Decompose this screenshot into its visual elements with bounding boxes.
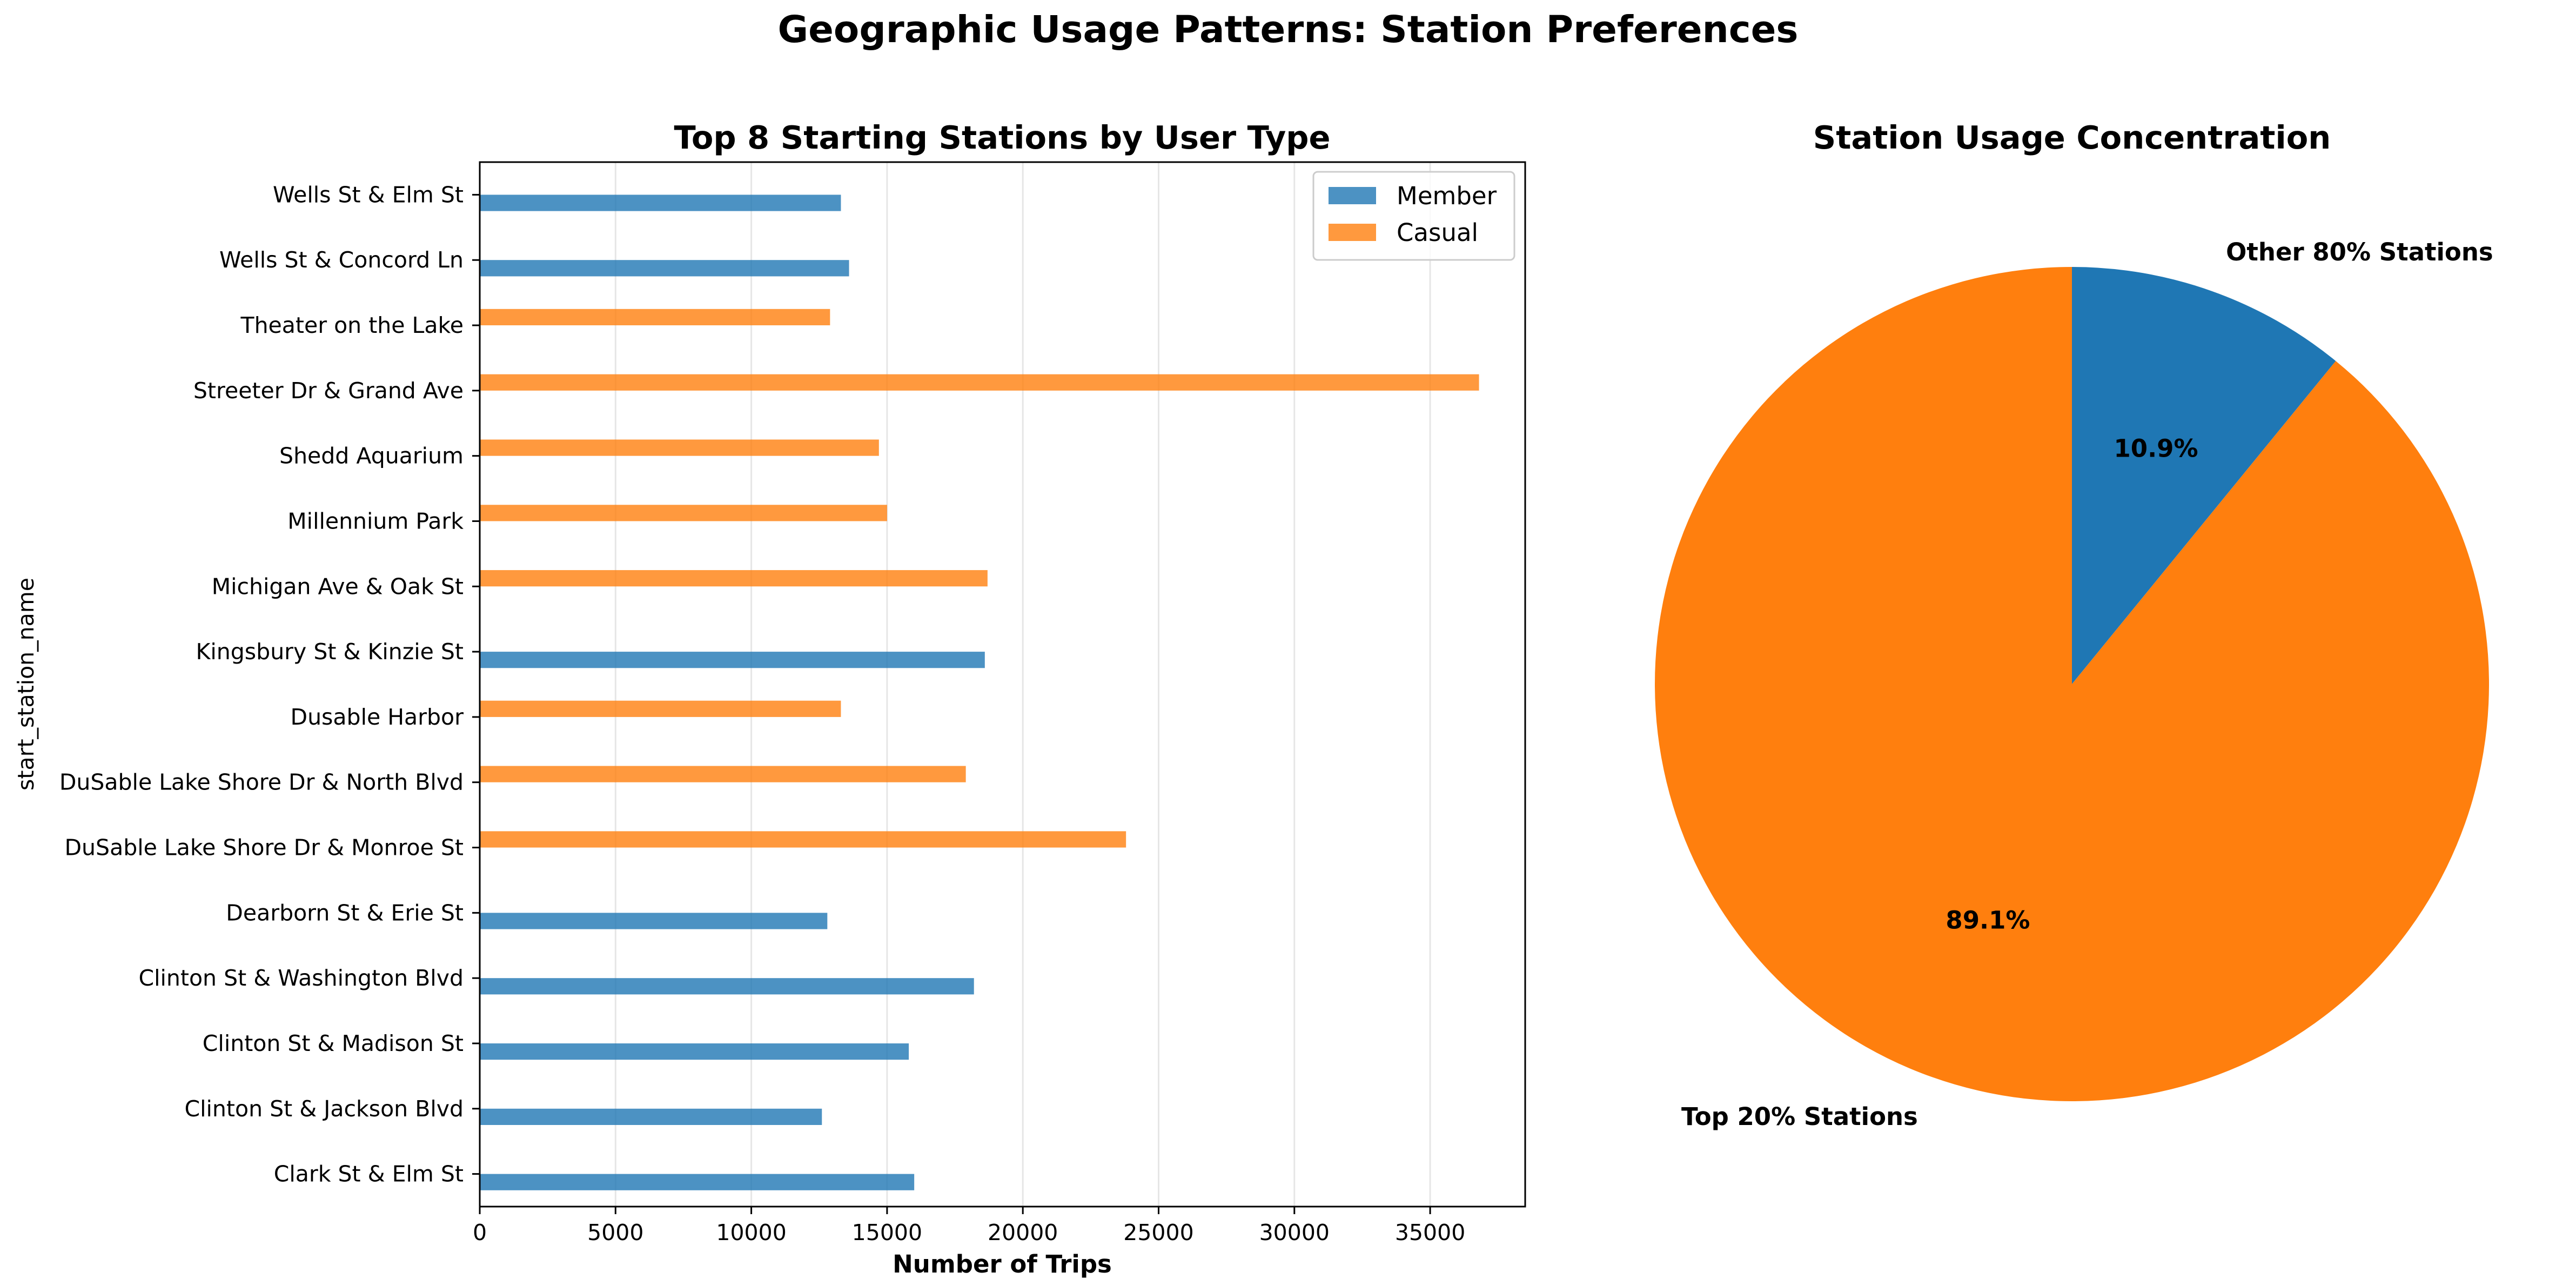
bar-chart-y-ticks: Clark St & Elm St Clinton St & Jackson Bl…: [59, 182, 480, 1187]
x-tick-label: 0: [473, 1220, 487, 1245]
y-tick-label: Clinton St & Jackson Blvd: [185, 1096, 464, 1122]
pie-slice-top-20-stations: [1654, 267, 2490, 1101]
bar-casual-dusable-lake-shore-dr-monroe-st: [480, 831, 1126, 848]
bar-casual-michigan-ave-oak-st: [480, 570, 988, 587]
y-tick-label: Clark St & Elm St: [274, 1161, 464, 1187]
bar-chart-legend: Member Casual: [1312, 171, 1515, 261]
bar-member-kingsbury-st-kinzie-st: [480, 652, 985, 668]
bar-casual-dusable-lake-shore-dr-north-blvd: [480, 766, 966, 782]
y-tick-label: Dearborn St & Erie St: [226, 900, 464, 926]
bar-member-clark-st-elm-st: [480, 1174, 915, 1190]
pie-label-other-80-stations: Other 80% Stations: [2226, 238, 2493, 266]
y-tick-label: Kingsbury St & Kinzie St: [196, 639, 464, 665]
y-tick-label: Theater on the Lake: [240, 312, 464, 338]
pie-slice-other-80-stations: [2072, 267, 2336, 684]
bar-chart-gridlines: [479, 162, 1431, 1207]
pie-percent-top-20-stations: 89.1%: [1946, 906, 2030, 934]
legend-swatch-casual: [1329, 224, 1376, 241]
y-tick-label: Clinton St & Madison St: [203, 1030, 464, 1056]
pie-chart: Station Usage Concentration Other 80% St…: [1654, 119, 2493, 1131]
bar-chart-x-axis-label: Number of Trips: [893, 1250, 1112, 1278]
y-tick-label: Millennium Park: [287, 508, 464, 534]
x-tick-label: 15000: [852, 1220, 922, 1245]
bar-casual-dusable-harbor: [480, 700, 841, 717]
y-tick-label: Streeter Dr & Grand Ave: [193, 378, 464, 404]
x-tick-label: 35000: [1395, 1220, 1465, 1245]
bar-member-dearborn-st-erie-st: [480, 913, 828, 929]
legend-swatch-member: [1329, 187, 1376, 204]
bar-chart-y-axis-label: start_station_name: [13, 578, 39, 791]
pie-percent-other-80-stations: 10.9%: [2114, 434, 2198, 463]
bar-casual-millennium-park: [480, 505, 887, 521]
bar-chart: Top 8 Starting Stations by User Type Cla…: [13, 119, 1526, 1278]
bar-casual-streeter-dr-grand-ave: [480, 374, 1479, 391]
y-tick-label: Michigan Ave & Oak St: [212, 573, 464, 599]
bar-chart-title: Top 8 Starting Stations by User Type: [674, 119, 1330, 156]
pie-chart-labels: Other 80% Stations 10.9% Top 20% Stations 8…: [1681, 238, 2493, 1131]
bar-chart-x-ticks: 0 5000 10000 15000 20000 25000 30000 35000: [473, 1207, 1465, 1245]
bar-member-wells-st-concord-ln: [480, 260, 849, 277]
pie-label-top-20-stations: Top 20% Stations: [1681, 1102, 1918, 1131]
bar-chart-bars: [480, 195, 1479, 1190]
bar-member-clinton-st-jackson-blvd: [480, 1108, 822, 1125]
x-tick-label: 30000: [1259, 1220, 1330, 1245]
y-tick-label: Dusable Harbor: [291, 704, 464, 730]
legend-label-member: Member: [1397, 182, 1497, 210]
bar-casual-shedd-aquarium: [480, 439, 879, 456]
x-tick-label: 10000: [716, 1220, 786, 1245]
pie-chart-title: Station Usage Concentration: [1813, 119, 2331, 156]
y-tick-label: DuSable Lake Shore Dr & North Blvd: [59, 769, 464, 795]
bar-member-clinton-st-madison-st: [480, 1043, 909, 1060]
x-tick-label: 25000: [1123, 1220, 1193, 1245]
y-tick-label: Shedd Aquarium: [279, 443, 464, 469]
y-tick-label: Wells St & Concord Ln: [219, 247, 464, 273]
y-tick-label: Wells St & Elm St: [273, 182, 464, 207]
bar-chart-frame: [479, 161, 1526, 1208]
bar-member-wells-st-elm-st: [480, 195, 841, 211]
y-tick-label: DuSable Lake Shore Dr & Monroe St: [64, 835, 464, 861]
x-tick-label: 5000: [587, 1220, 643, 1245]
legend-label-casual: Casual: [1397, 218, 1478, 247]
figure-title: Geographic Usage Patterns: Station Prefe…: [777, 8, 1798, 51]
bar-casual-theater-on-the-lake: [480, 309, 830, 326]
x-tick-label: 20000: [988, 1220, 1058, 1245]
bar-member-clinton-st-washington-blvd: [480, 978, 974, 995]
pie-chart-slices: [1654, 267, 2490, 1101]
y-tick-label: Clinton St & Washington Blvd: [139, 965, 464, 991]
